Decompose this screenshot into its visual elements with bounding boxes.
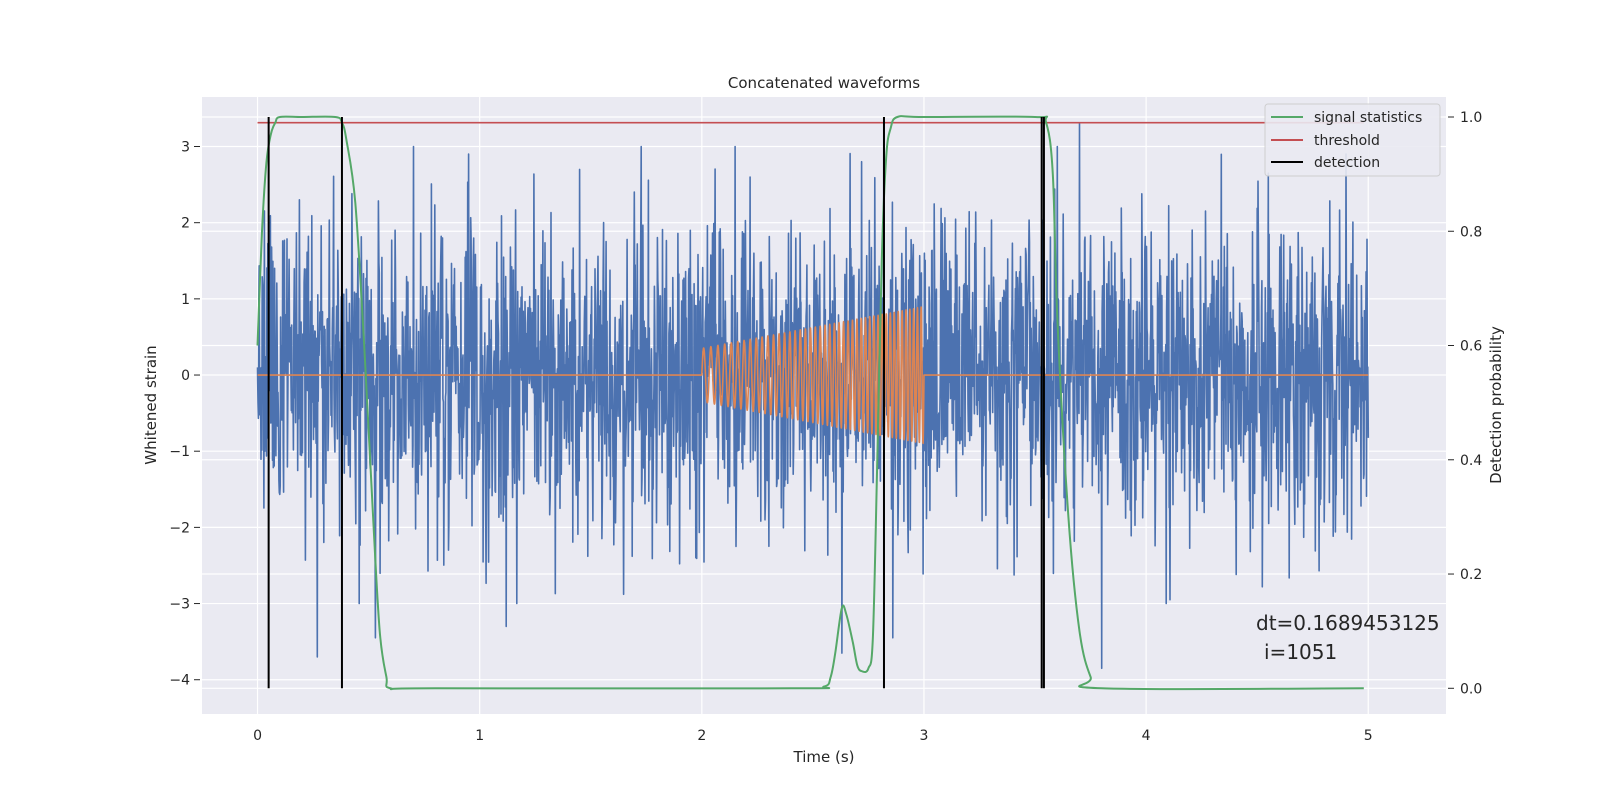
y-right-tick-label-1: 0.8 [1460, 224, 1482, 240]
x-tick-label-4: 4 [1142, 728, 1151, 744]
y-axis-right-label: Detection probability [1487, 326, 1505, 484]
legend-label-signal-statistics: signal statistics [1314, 110, 1422, 126]
y-tick-label-2: 1 [181, 292, 190, 308]
whitened-strain-line [256, 122, 1370, 670]
legend-label-threshold: threshold [1314, 133, 1380, 149]
y-right-tick-label-3: 0.4 [1460, 453, 1482, 469]
y-tick-label-3: 0 [181, 368, 190, 384]
legend: signal statistics threshold detection [1264, 103, 1441, 177]
x-axis-label: Time (s) [793, 748, 855, 766]
y-tick-label-0: 3 [181, 140, 190, 156]
y-tick-label-5: −2 [169, 520, 190, 536]
legend-label-detection: detection [1314, 155, 1380, 171]
template-series [257, 306, 1369, 445]
y-tick-label-7: −4 [169, 673, 190, 689]
x-tick-label-2: 2 [697, 728, 706, 744]
y-tick-label-4: −1 [169, 444, 190, 460]
tick-labels: 0 1 2 3 4 5 3 2 1 0 −1 −2 −3 −4 1.0 0.8 0.6 0.4 0.2 0.0 [169, 110, 1482, 744]
y-axis-label: Whitened strain [142, 345, 160, 464]
annotation-i: i=1051 [1264, 640, 1337, 664]
y-tick-label-1: 2 [181, 216, 190, 232]
detection-series [267, 116, 1045, 689]
y-right-tick-label-5: 0.0 [1460, 681, 1482, 697]
x-tick-label-3: 3 [920, 728, 929, 744]
template-line [257, 306, 1369, 445]
x-tick-label-5: 5 [1364, 728, 1373, 744]
chart-title: Concatenated waveforms [728, 74, 920, 92]
x-tick-label-0: 0 [253, 728, 262, 744]
y-right-tick-label-2: 0.6 [1460, 339, 1482, 355]
y-right-tick-label-0: 1.0 [1460, 110, 1482, 126]
x-tick-label-1: 1 [475, 728, 484, 744]
annotation-dt: dt=0.1689453125 [1256, 611, 1440, 635]
whitened-strain-series [256, 122, 1370, 670]
y-tick-label-6: −3 [169, 597, 190, 613]
y-right-tick-label-4: 0.2 [1460, 567, 1482, 583]
legend-box [1264, 103, 1441, 177]
